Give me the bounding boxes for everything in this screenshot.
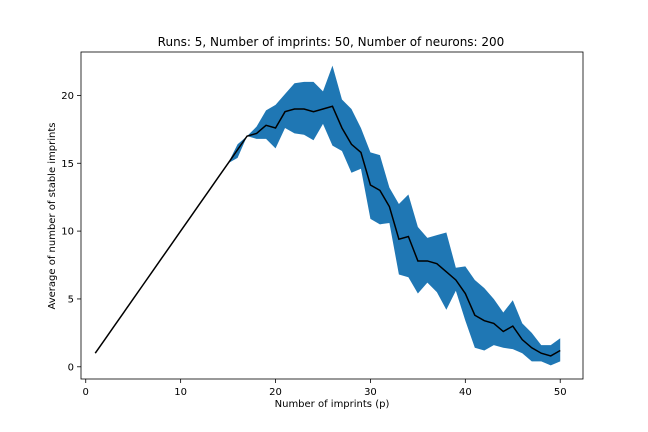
y-tick-label: 20 bbox=[61, 91, 74, 102]
x-tick-label: 30 bbox=[364, 387, 377, 398]
y-tick-label: 0 bbox=[68, 362, 74, 373]
x-tick-label: 10 bbox=[174, 387, 187, 398]
mean-line-0 bbox=[94, 105, 561, 357]
plot-frame bbox=[80, 51, 584, 380]
chart-title: Runs: 5, Number of imprints: 50, Number … bbox=[158, 35, 505, 49]
std-band-0 bbox=[95, 65, 561, 366]
x-tick-label: 0 bbox=[83, 387, 89, 398]
y-tick-label: 15 bbox=[61, 159, 74, 170]
x-tick-label: 20 bbox=[269, 387, 282, 398]
x-axis-label: Number of imprints (p) bbox=[275, 399, 390, 410]
y-tick-label: 10 bbox=[61, 227, 74, 238]
x-tick-label: 40 bbox=[459, 387, 472, 398]
y-axis-label: Average of number of stable imprints bbox=[47, 122, 58, 309]
y-tick-label: 5 bbox=[68, 294, 74, 305]
x-tick-label: 50 bbox=[554, 387, 567, 398]
